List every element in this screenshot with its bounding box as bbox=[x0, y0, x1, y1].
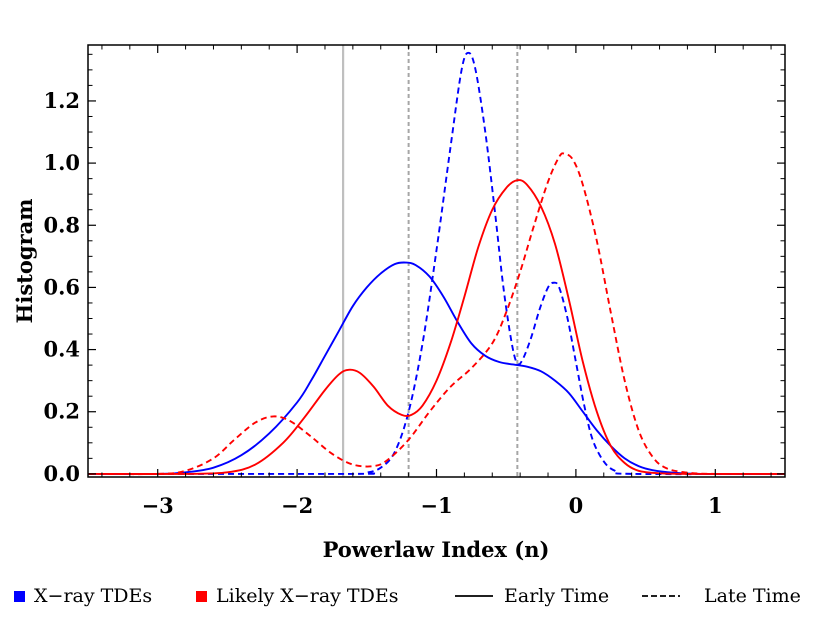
legend-label-2: Likely X−ray TDEs bbox=[216, 585, 398, 607]
y-tick-label: 0.0 bbox=[43, 461, 80, 486]
x-tick-label: −1 bbox=[420, 493, 452, 518]
y-tick-label: 0.2 bbox=[43, 399, 80, 424]
likely-early-curve bbox=[87, 179, 786, 475]
y-tick-label: 0.6 bbox=[43, 274, 80, 299]
axis-tick-labels: −3 −2 −1 0 1 0.0 0.2 0.4 0.6 0.8 1.0 1.2 bbox=[43, 88, 722, 518]
y-tick-label: 0.8 bbox=[43, 212, 80, 237]
legend-swatch-1 bbox=[14, 591, 25, 602]
axis-ticks bbox=[88, 45, 785, 477]
x-axis-title: Powerlaw Index (n) bbox=[323, 537, 550, 562]
legend-label-4: Late Time bbox=[704, 585, 801, 607]
x-tick-label: 0 bbox=[569, 493, 584, 518]
legend-label-1: X−ray TDEs bbox=[34, 585, 152, 607]
x-tick-label: −3 bbox=[142, 493, 174, 518]
y-tick-label: 1.0 bbox=[43, 150, 80, 175]
series-curves bbox=[87, 51, 786, 476]
x-tick-label: −2 bbox=[281, 493, 313, 518]
x-tick-label: 1 bbox=[708, 493, 723, 518]
xray-late-curve bbox=[87, 51, 786, 476]
y-axis-title: Histogram bbox=[12, 199, 37, 324]
legend-label-3: Early Time bbox=[504, 585, 609, 607]
xray-early-curve bbox=[87, 261, 786, 475]
legend-swatch-2 bbox=[196, 591, 207, 602]
reference-lines bbox=[342, 45, 519, 477]
chart-legend: X−ray TDEs Likely X−ray TDEs Early Time Lat… bbox=[14, 585, 801, 607]
y-tick-label: 0.4 bbox=[43, 337, 80, 362]
y-tick-label: 1.2 bbox=[43, 88, 80, 113]
likely-late-curve bbox=[87, 152, 786, 476]
